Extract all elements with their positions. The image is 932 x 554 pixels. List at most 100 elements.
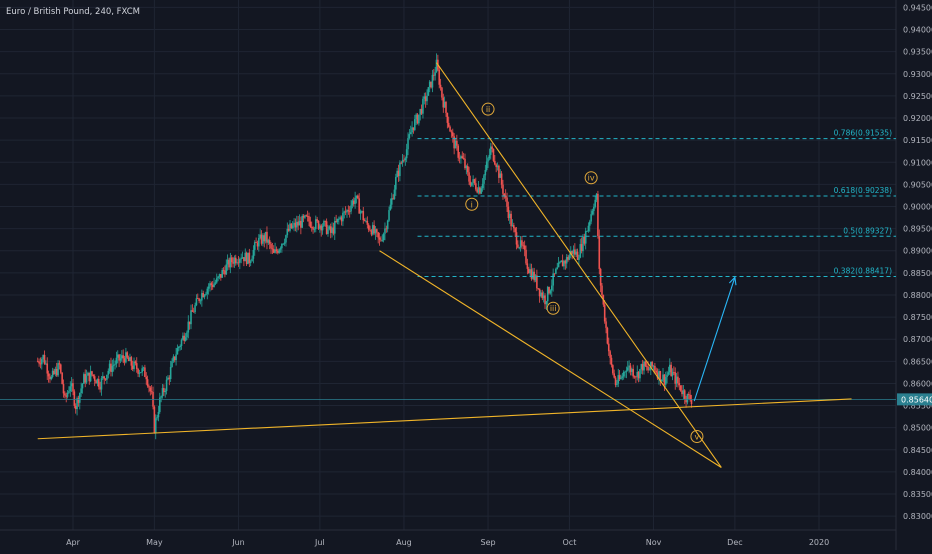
candle-body — [599, 268, 602, 286]
candle-body — [411, 127, 413, 133]
candle-body — [663, 374, 666, 385]
candle-body — [430, 81, 432, 88]
candle-body — [329, 226, 332, 233]
candle-body — [36, 361, 39, 363]
time-tick-label: 2020 — [809, 538, 829, 547]
candle-body — [527, 268, 530, 274]
candle-body — [549, 290, 552, 294]
candle-body — [125, 352, 127, 363]
upper-channel-line[interactable] — [436, 62, 722, 468]
candle-body — [504, 195, 507, 198]
candle-body — [252, 249, 255, 259]
candle-body — [194, 305, 196, 313]
candle-body — [228, 259, 230, 268]
candle-body — [465, 166, 468, 169]
time-tick-label: Dec — [727, 538, 742, 547]
candle-body — [81, 383, 84, 389]
candle-body — [553, 273, 556, 275]
candle-body — [412, 127, 415, 130]
base-support-line[interactable] — [37, 398, 852, 440]
candle-body — [529, 269, 531, 274]
candle-body — [68, 391, 70, 393]
projection-arrow-line[interactable] — [693, 277, 736, 402]
candle-body — [131, 365, 134, 370]
wave-label-circle — [584, 171, 598, 185]
candle-body — [196, 298, 199, 300]
candle-body — [502, 184, 504, 194]
candle-body — [418, 114, 420, 124]
candle-body — [540, 292, 542, 297]
candle-body — [335, 221, 337, 222]
candle-body — [635, 376, 637, 378]
candle-body — [632, 368, 634, 377]
candle-body — [507, 206, 510, 219]
candle-body — [456, 140, 458, 146]
candle-body — [175, 354, 177, 361]
candle-body — [667, 372, 670, 375]
candle-body — [373, 225, 375, 234]
candle-body — [343, 211, 346, 213]
candle-body — [673, 372, 675, 373]
candle-body — [110, 363, 112, 372]
candle-body — [595, 193, 598, 200]
fib-level-label: 0.5(0.89327) — [843, 226, 892, 235]
candle-body — [678, 383, 681, 386]
candle-body — [305, 215, 308, 217]
candle-body — [88, 372, 91, 382]
lower-channel-line[interactable] — [379, 250, 722, 468]
candle-body — [186, 332, 188, 338]
candle-body — [606, 327, 609, 344]
candle-body — [249, 261, 252, 263]
candle-body — [639, 369, 641, 379]
candle-body — [404, 158, 407, 161]
candle-body — [205, 293, 207, 295]
candle-body — [45, 363, 47, 365]
candle-body — [140, 372, 142, 374]
candle-body — [111, 365, 114, 372]
candle-body — [498, 165, 500, 178]
candle-body — [244, 252, 247, 262]
candle-body — [628, 365, 630, 368]
candle-body — [662, 374, 664, 380]
candle-body — [460, 156, 462, 159]
time-tick-label: Jul — [314, 538, 325, 547]
candle-body — [248, 252, 251, 263]
candle-body — [438, 69, 441, 85]
wave-label-circle — [465, 197, 479, 211]
candle-body — [300, 220, 302, 228]
candle-body — [462, 158, 465, 159]
candle-body — [674, 372, 677, 384]
candle-body — [348, 211, 351, 213]
candle-body — [682, 390, 685, 395]
candle-body — [559, 262, 561, 263]
wave-label-ii: ii — [486, 105, 490, 114]
candle-body — [631, 368, 633, 372]
candle-body — [574, 249, 576, 255]
candle-body — [609, 351, 611, 358]
candle-body — [267, 240, 270, 243]
candle-body — [492, 149, 495, 161]
candle-body — [442, 97, 445, 108]
candle-body — [432, 74, 435, 76]
candle-body — [435, 59, 438, 73]
candle-body — [206, 288, 209, 294]
candle-body — [336, 218, 339, 222]
candle-body — [182, 335, 184, 340]
wave-label-circle — [690, 430, 704, 444]
candle-body — [521, 240, 523, 246]
candle-body — [137, 368, 139, 374]
candle-body — [258, 237, 260, 247]
candle-body — [163, 388, 165, 393]
candle-body — [390, 198, 393, 205]
candle-body — [537, 288, 540, 290]
